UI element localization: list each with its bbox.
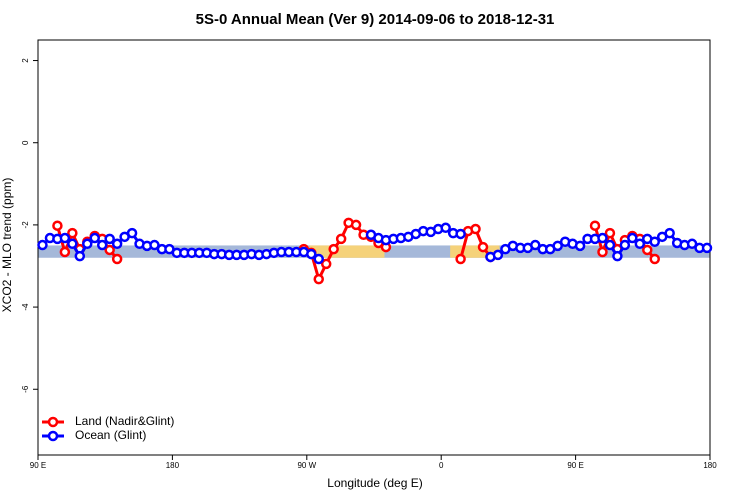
point [492, 249, 504, 261]
point [642, 244, 653, 256]
y-tick-label: -6 [21, 385, 30, 393]
point [597, 246, 608, 258]
x-tick-label: 90 E [30, 461, 46, 470]
point [111, 253, 123, 265]
point [470, 223, 481, 235]
point [111, 238, 123, 250]
x-tick-label: 90 E [567, 461, 583, 470]
point [530, 239, 541, 251]
point [89, 232, 100, 244]
point [96, 239, 108, 251]
x-tick-label: 180 [703, 461, 717, 470]
point [149, 239, 160, 251]
point [126, 227, 138, 239]
point [74, 250, 86, 262]
point [328, 243, 339, 255]
point [350, 219, 362, 231]
y-axis-label: XCO2 - MLO trend (ppm) [0, 178, 14, 313]
x-tick-label: 180 [166, 461, 180, 470]
point [67, 227, 78, 239]
point [104, 233, 115, 245]
y-tick-label: -4 [21, 303, 30, 311]
point [477, 241, 489, 253]
y-tick-label: 2 [21, 58, 30, 63]
point [306, 248, 317, 260]
point [634, 238, 646, 250]
point [589, 220, 601, 231]
legend-marker [47, 416, 59, 428]
y-tick-label: -2 [21, 221, 30, 229]
point [649, 253, 660, 265]
point [649, 236, 660, 247]
point [574, 240, 586, 252]
point [686, 238, 698, 250]
y-tick-label: 0 [21, 140, 30, 145]
point [335, 233, 347, 245]
point [320, 258, 332, 270]
x-tick-label: 90 W [297, 461, 316, 470]
point [104, 244, 115, 256]
point [604, 239, 616, 251]
point [67, 238, 78, 250]
point [313, 253, 324, 265]
point [59, 246, 71, 258]
point [701, 242, 713, 254]
point [627, 232, 638, 244]
point [597, 232, 608, 244]
point [455, 253, 466, 265]
land-band [309, 245, 385, 258]
point [440, 222, 451, 234]
point [52, 220, 63, 231]
chart-title: 5S-0 Annual Mean (Ver 9) 2014-09-06 to 2… [196, 11, 555, 28]
legend-label: Land (Nadir&Glint) [75, 414, 174, 428]
point [455, 228, 466, 240]
x-tick-label: 0 [439, 461, 444, 470]
point [664, 227, 675, 239]
point [82, 238, 93, 250]
point [59, 232, 71, 244]
legend-marker [47, 430, 59, 442]
x-axis-label: Longitude (deg E) [327, 476, 422, 490]
legend-label: Ocean (Glint) [75, 428, 146, 442]
point [552, 240, 563, 252]
point [619, 239, 631, 251]
point [313, 273, 324, 285]
point [37, 239, 48, 251]
point [604, 227, 616, 239]
point [612, 250, 623, 262]
